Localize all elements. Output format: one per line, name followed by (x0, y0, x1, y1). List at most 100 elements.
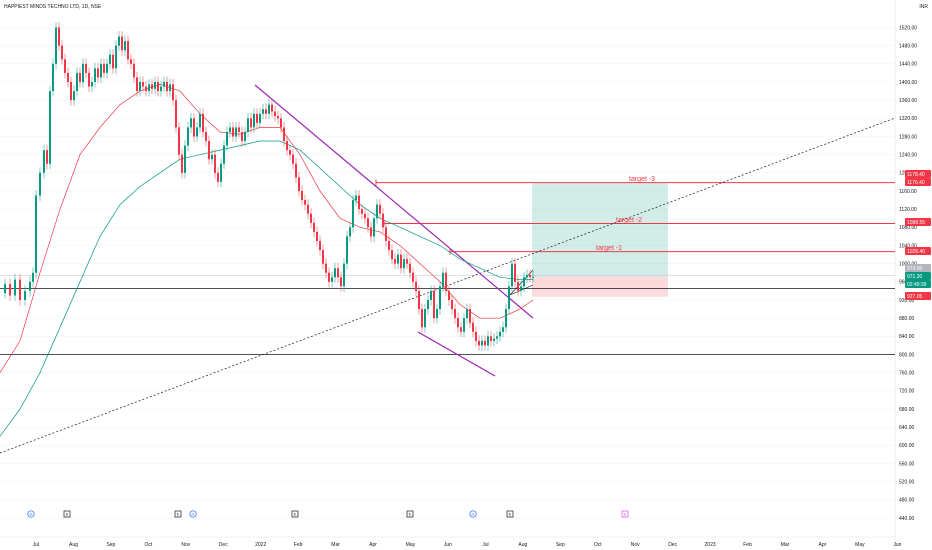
price-tags: 1178.40 1176.40 1088.55 1026.40 974.50 971.30… (905, 170, 931, 300)
candle-body-17 (64, 59, 66, 73)
candle-body-125 (388, 240, 390, 251)
x-tick-label-16: Nov (631, 542, 640, 548)
candle-body-124 (385, 227, 387, 241)
candle-body-158 (487, 336, 489, 346)
event-box-7 (506, 510, 514, 518)
candle-body-133 (412, 272, 414, 282)
y-tick-label-6: 1280.00 (899, 134, 917, 140)
candle-body-111 (346, 236, 348, 264)
candle-body-37 (124, 41, 126, 51)
x-tick-label-4: Nov (181, 542, 190, 548)
candle-body-121 (376, 204, 378, 219)
candle-body-25 (88, 72, 90, 87)
candle-body-105 (328, 272, 330, 282)
candle-body-79 (250, 118, 252, 128)
candle-body-160 (493, 338, 495, 341)
x-tick-label-11: Jun (444, 542, 452, 548)
price-tag-bg-5 (905, 272, 931, 280)
x-tick-label-8: Mar (331, 542, 340, 548)
x-tick-label-0: Jul (33, 542, 39, 548)
x-tick-label-14: Sep (556, 542, 565, 548)
candle-body-126 (391, 250, 393, 260)
candle-body-138 (427, 300, 429, 310)
candle-body-23 (82, 63, 84, 82)
candle-body-68 (217, 172, 219, 182)
candle-body-10 (43, 150, 45, 173)
candle-body-16 (61, 45, 63, 60)
x-tick-label-6: 2022 (255, 542, 266, 548)
candle-body-122 (379, 204, 381, 214)
y-tick-label-24: 560.00 (899, 461, 915, 467)
time-axis[interactable]: Jul Aug Sep Oct Nov Dec 2022 Feb Mar Apr May Jun Jul… (33, 542, 932, 548)
candle-body-2 (9, 284, 11, 296)
y-tick-label-23: 600.00 (899, 443, 915, 449)
candle-body-141 (436, 309, 438, 319)
y-tick-label-22: 640.00 (899, 425, 915, 431)
event-marker-3[interactable]: D (189, 510, 197, 518)
x-tick-label-2: Sep (106, 542, 115, 548)
candle-body-110 (343, 263, 345, 287)
candle-body-142 (439, 286, 441, 310)
price-tag-2: 1088.55 (905, 218, 931, 226)
candle-body-27 (94, 68, 96, 82)
y-tick-label-12: 1040.00 (899, 243, 917, 249)
candle-body-46 (151, 84, 153, 89)
candle-body-45 (148, 84, 150, 92)
candle-body-165 (508, 286, 510, 310)
event-box-2 (174, 510, 182, 518)
candle-body-93 (292, 154, 294, 164)
candle-body-72 (229, 127, 231, 132)
candle-body-48 (157, 82, 159, 92)
candle-body-77 (244, 131, 246, 142)
candle-body-172 (529, 275, 531, 278)
price-tag-bg-1 (905, 178, 931, 186)
event-marker-0[interactable]: D (27, 510, 35, 518)
candle-body-52 (169, 84, 171, 92)
candle-body-41 (136, 77, 138, 92)
event-marker-1[interactable]: E (63, 510, 71, 518)
price-tag-7: 927.05 (905, 292, 931, 300)
x-tick-label-1: Aug (69, 542, 78, 548)
y-tick-label-11: 1080.00 (899, 225, 917, 231)
candle-body-62 (199, 113, 201, 128)
event-marker-8[interactable]: E (621, 510, 629, 518)
y-tick-label-27: 440.00 (899, 516, 915, 522)
event-marker-7[interactable]: E (506, 510, 514, 518)
candle-body-130 (403, 259, 405, 269)
candle-body-42 (139, 82, 141, 92)
candle-body-6 (29, 281, 31, 291)
candle-body-1 (4, 284, 6, 294)
y-tick-label-20: 720.00 (899, 389, 915, 395)
y-tick-label-5: 1320.00 (899, 116, 917, 122)
price-tag-label-1: 1176.40 (907, 180, 925, 186)
candle-body-11 (46, 150, 48, 164)
candle-body-9 (39, 172, 41, 196)
event-marker-5[interactable]: E (406, 510, 414, 518)
event-marker-4[interactable]: E (291, 510, 299, 518)
candle-body-147 (454, 309, 456, 319)
candle-body-81 (256, 113, 258, 123)
x-tick-label-12: Jul (482, 542, 488, 548)
candle-body-169 (520, 286, 522, 291)
x-tick-label-5: Dec (219, 542, 228, 548)
x-tick-label-18: 2023 (705, 542, 716, 548)
event-marker-2[interactable]: E (174, 510, 182, 518)
event-marker-6[interactable]: D (469, 510, 477, 518)
candle-body-53 (172, 84, 174, 101)
y-tick-label-25: 520.00 (899, 479, 915, 485)
candle-body-116 (361, 209, 363, 214)
price-tag-bg-3 (905, 247, 931, 255)
chart-title: HAPPIEST MINDS TECHNO LTD, 1D, NSE (4, 4, 102, 10)
candle-body-58 (187, 127, 189, 146)
event-letter-7: E (509, 512, 512, 517)
y-tick-label-4: 1360.00 (899, 98, 917, 104)
price-tag-bg-2 (905, 218, 931, 226)
price-tag-0: 1178.40 (905, 170, 931, 178)
x-tick-label-7: Feb (294, 542, 303, 548)
candle-body-64 (205, 131, 207, 142)
candle-body-155 (478, 340, 480, 346)
candle-body-28 (97, 68, 99, 78)
candle-body-51 (166, 82, 168, 92)
